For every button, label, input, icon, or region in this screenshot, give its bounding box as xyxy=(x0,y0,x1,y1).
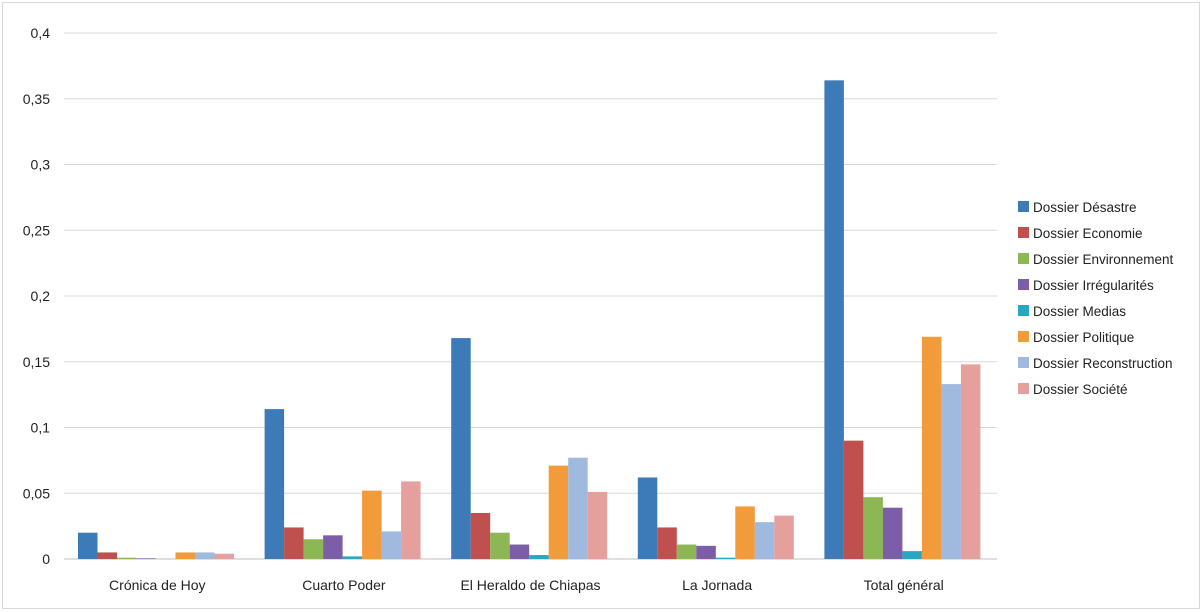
bar xyxy=(676,544,697,559)
bars xyxy=(78,80,981,559)
legend-swatch xyxy=(1018,201,1029,212)
legend-swatch xyxy=(1018,305,1029,316)
bar xyxy=(401,481,421,559)
bar xyxy=(214,553,234,559)
x-tick-label: La Jornada xyxy=(682,577,752,593)
bar xyxy=(587,491,608,559)
bar xyxy=(754,522,775,559)
bar xyxy=(637,477,658,559)
bar xyxy=(696,545,716,559)
legend-label: Dossier Reconstruction xyxy=(1033,356,1173,371)
y-tick-label: 0,15 xyxy=(23,354,50,370)
legend-label: Dossier Irrégularités xyxy=(1033,278,1154,293)
bar xyxy=(715,557,736,559)
legend-label: Dossier Medias xyxy=(1033,304,1126,319)
y-tick-label: 0,05 xyxy=(23,485,50,501)
x-tick-label: El Heraldo de Chiapas xyxy=(460,577,600,593)
y-tick-label: 0,1 xyxy=(31,420,51,436)
bar xyxy=(117,557,137,559)
bar xyxy=(490,532,510,559)
bar xyxy=(381,531,402,559)
legend-label: Dossier Politique xyxy=(1033,330,1134,345)
bar xyxy=(509,544,530,559)
bar xyxy=(97,552,117,559)
bar xyxy=(774,515,794,559)
y-tick-label: 0 xyxy=(42,551,50,567)
bar xyxy=(303,539,324,559)
legend-label: Dossier Désastre xyxy=(1033,200,1137,215)
bar xyxy=(902,551,922,559)
legend-swatch xyxy=(1018,383,1029,394)
bar xyxy=(264,409,285,559)
legend: Dossier Désastre Dossier Economie Dossier … xyxy=(1018,200,1174,397)
legend-swatch xyxy=(1018,279,1029,290)
legend-label: Dossier Economie xyxy=(1033,226,1143,241)
bar xyxy=(921,336,942,559)
bar xyxy=(342,556,363,559)
bar xyxy=(882,507,903,559)
bar xyxy=(735,506,755,559)
bar xyxy=(843,440,864,559)
y-axis: 0 0,05 0,1 0,15 0,2 0,25 0,3 0,35 0,4 xyxy=(23,25,50,567)
bar xyxy=(195,552,215,559)
y-tick-label: 0,3 xyxy=(31,157,51,173)
legend-swatch xyxy=(1018,227,1029,238)
legend-swatch xyxy=(1018,331,1029,342)
y-tick-label: 0,2 xyxy=(31,288,51,304)
bar xyxy=(960,364,981,559)
bar xyxy=(284,527,304,559)
legend-swatch xyxy=(1018,357,1029,368)
bar xyxy=(470,512,491,559)
bar xyxy=(824,80,844,559)
x-tick-label: Cuarto Poder xyxy=(302,577,386,593)
bar xyxy=(362,490,382,559)
bar xyxy=(548,465,569,559)
bar xyxy=(451,338,471,559)
bar xyxy=(78,532,98,559)
bar xyxy=(568,457,588,559)
legend-label: Dossier Environnement xyxy=(1033,252,1174,267)
y-tick-label: 0,35 xyxy=(23,91,50,107)
bar xyxy=(941,384,961,559)
x-tick-label: Crónica de Hoy xyxy=(109,577,206,593)
bar xyxy=(657,527,677,559)
bar xyxy=(175,552,195,559)
bar xyxy=(136,558,156,559)
bar xyxy=(323,535,343,559)
legend-swatch xyxy=(1018,253,1029,264)
legend-label: Dossier Société xyxy=(1033,382,1128,397)
x-axis: Crónica de Hoy Cuarto Poder El Heraldo de … xyxy=(109,577,944,593)
bar xyxy=(863,497,883,559)
bar xyxy=(529,555,549,559)
y-tick-label: 0,4 xyxy=(31,25,51,41)
y-tick-label: 0,25 xyxy=(23,222,50,238)
x-tick-label: Total général xyxy=(864,577,944,593)
